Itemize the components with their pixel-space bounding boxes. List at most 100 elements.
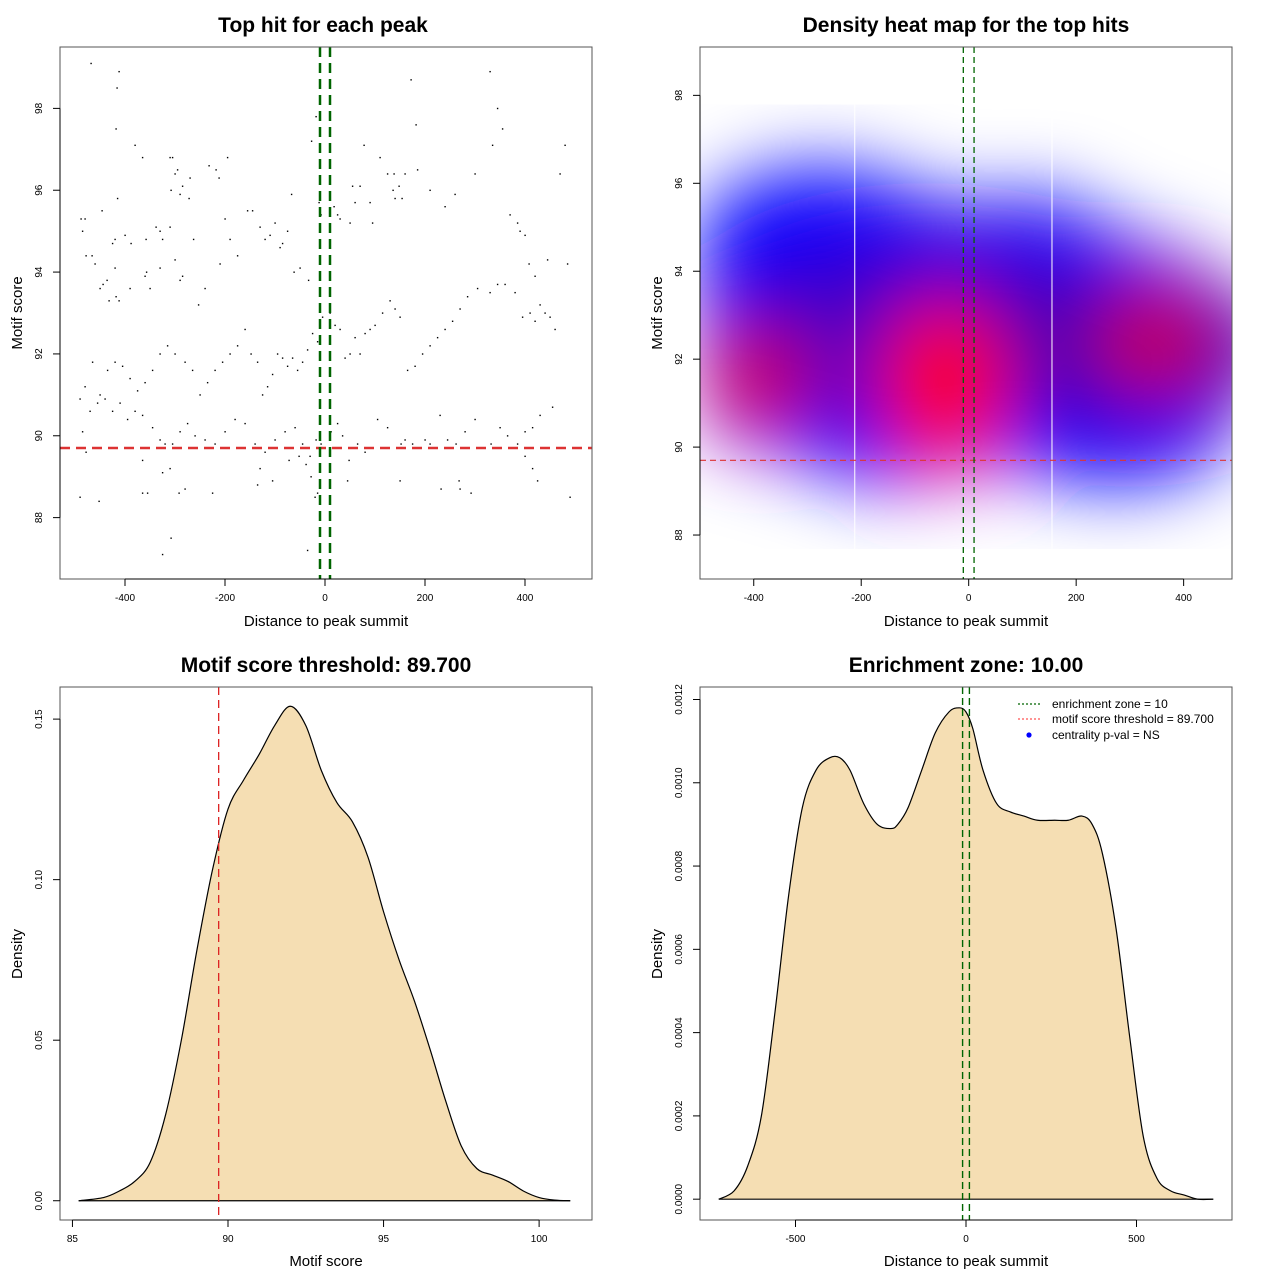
scatter-point — [349, 353, 351, 355]
scatter-point — [146, 492, 149, 494]
scatter-point — [144, 275, 146, 277]
distance-density-x-axis: -500 0 500 — [785, 1219, 1145, 1245]
scatter-point — [524, 234, 526, 237]
scatter-point — [130, 242, 132, 245]
scatter-point — [141, 459, 144, 462]
scatter-point — [288, 459, 290, 462]
scatter-point — [246, 210, 249, 212]
scatter-point — [305, 463, 307, 466]
scatter-point — [191, 369, 194, 372]
scatter-point — [514, 291, 516, 294]
scatter-point — [121, 365, 124, 367]
scatter-point — [271, 373, 274, 376]
legend-threshold-label: motif score threshold = 89.700 — [1052, 712, 1214, 726]
scatter-point — [244, 422, 246, 425]
scatter-point — [274, 222, 276, 224]
scatter-point — [116, 87, 118, 89]
y-tick-label: 96 — [674, 177, 685, 189]
scatter-point — [99, 394, 101, 396]
score-density-title: Motif score threshold: 89.700 — [181, 654, 472, 677]
scatter-point — [529, 312, 531, 314]
scatter-point — [274, 439, 276, 441]
scatter-point — [399, 316, 401, 318]
scatter-point — [204, 287, 206, 290]
x-tick-label: 500 — [1128, 1234, 1145, 1245]
scatter-y-label: Motif score — [9, 276, 26, 349]
scatter-point — [294, 426, 296, 429]
scatter-point — [376, 418, 379, 421]
scatter-point — [410, 79, 412, 81]
scatter-point — [189, 177, 191, 179]
scatter-point — [141, 414, 144, 417]
scatter-point — [151, 369, 154, 372]
scatter-point — [386, 426, 389, 429]
scatter-point — [349, 222, 351, 224]
score-density-y-label: Density — [9, 928, 26, 979]
scatter-point — [455, 443, 457, 445]
scatter-point — [311, 332, 314, 335]
scatter-point — [276, 353, 279, 355]
scatter-point — [341, 435, 344, 437]
x-tick-label: -200 — [215, 593, 235, 604]
scatter-point — [85, 255, 87, 257]
x-tick-label: 0 — [963, 1234, 969, 1245]
y-tick-label: 92 — [34, 348, 45, 360]
heatmap-title: Density heat map for the top hits — [803, 14, 1130, 37]
y-tick-label: 90 — [34, 430, 45, 442]
scatter-point — [164, 443, 166, 445]
y-tick-label: 0.0002 — [674, 1100, 685, 1131]
panel-distance-density: Enrichment zone: 10.00 -500 0 500 0.00000.… — [649, 654, 1233, 1270]
scatter-point — [229, 353, 231, 355]
scatter-point — [159, 267, 161, 269]
scatter-point — [279, 246, 281, 249]
scatter-point — [549, 316, 551, 318]
scatter-point — [115, 128, 117, 130]
scatter-point — [166, 345, 169, 347]
scatter-point — [184, 488, 186, 490]
scatter-point — [386, 173, 389, 175]
distance-density-x-label: Distance to peak summit — [884, 1253, 1049, 1270]
scatter-point — [264, 451, 266, 453]
scatter-point — [421, 353, 424, 355]
scatter-point — [286, 230, 289, 232]
scatter-point — [464, 431, 466, 433]
scatter-point — [221, 361, 224, 363]
scatter-point — [108, 300, 110, 302]
scatter-point — [363, 144, 365, 147]
scatter-point — [134, 410, 136, 413]
scatter-point — [566, 263, 569, 265]
x-tick-label: 200 — [417, 593, 434, 604]
y-tick-label: 0.0006 — [674, 934, 685, 965]
scatter-point — [496, 107, 499, 110]
scatter-point — [236, 255, 239, 257]
scatter-point — [399, 480, 401, 482]
scatter-point — [115, 296, 117, 298]
x-tick-label: -400 — [115, 593, 135, 604]
scatter-point — [299, 267, 301, 269]
scatter-point — [159, 230, 161, 232]
scatter-point — [155, 226, 157, 228]
distance-density-area — [718, 687, 1214, 1220]
scatter-point — [404, 173, 406, 175]
scatter-point — [84, 386, 86, 388]
scatter-point — [218, 177, 220, 179]
scatter-point — [179, 193, 181, 196]
scatter-point — [309, 455, 311, 458]
scatter-point — [516, 443, 519, 445]
scatter-point — [316, 492, 319, 494]
scatter-point — [171, 443, 174, 445]
y-tick-label: 0.0004 — [674, 1017, 685, 1048]
scatter-point — [559, 173, 561, 175]
legend-centrality-label: centrality p-val = NS — [1052, 728, 1160, 742]
scatter-point — [171, 156, 174, 159]
scatter-point — [440, 488, 442, 490]
scatter-point — [111, 242, 114, 245]
scatter-point — [371, 222, 374, 224]
scatter-point — [99, 287, 101, 290]
scatter-point — [451, 320, 454, 322]
scatter-point — [454, 193, 456, 196]
scatter-point — [184, 361, 186, 363]
scatter-x-label: Distance to peak summit — [244, 613, 409, 630]
y-tick-label: 0.0010 — [674, 767, 685, 798]
scatter-point — [124, 234, 126, 237]
